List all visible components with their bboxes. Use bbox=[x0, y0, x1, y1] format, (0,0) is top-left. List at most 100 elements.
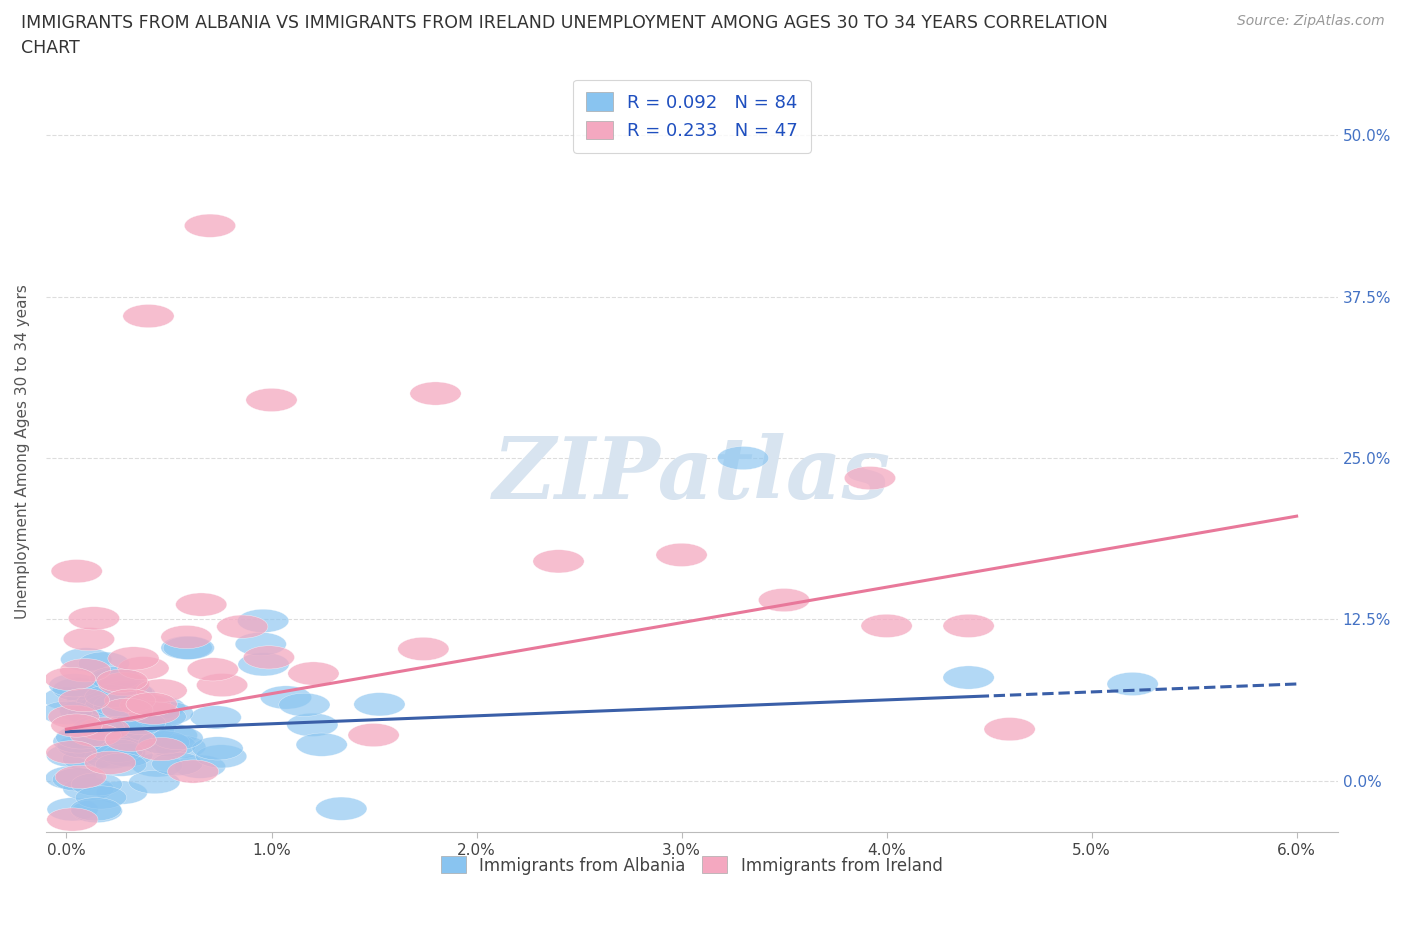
Ellipse shape bbox=[235, 632, 287, 656]
Ellipse shape bbox=[136, 737, 187, 761]
Ellipse shape bbox=[347, 724, 399, 747]
Ellipse shape bbox=[46, 798, 98, 821]
Ellipse shape bbox=[984, 718, 1035, 741]
Ellipse shape bbox=[127, 693, 177, 716]
Ellipse shape bbox=[152, 726, 202, 750]
Ellipse shape bbox=[60, 648, 112, 671]
Ellipse shape bbox=[59, 699, 111, 723]
Ellipse shape bbox=[238, 653, 290, 676]
Ellipse shape bbox=[354, 693, 405, 716]
Ellipse shape bbox=[120, 694, 172, 717]
Y-axis label: Unemployment Among Ages 30 to 34 years: Unemployment Among Ages 30 to 34 years bbox=[15, 285, 30, 619]
Ellipse shape bbox=[53, 730, 104, 753]
Ellipse shape bbox=[152, 752, 202, 776]
Ellipse shape bbox=[190, 706, 242, 729]
Ellipse shape bbox=[97, 669, 148, 692]
Ellipse shape bbox=[163, 636, 214, 659]
Ellipse shape bbox=[297, 733, 347, 756]
Ellipse shape bbox=[101, 731, 153, 754]
Ellipse shape bbox=[84, 751, 136, 775]
Ellipse shape bbox=[98, 672, 149, 696]
Ellipse shape bbox=[128, 701, 180, 724]
Ellipse shape bbox=[84, 694, 136, 717]
Ellipse shape bbox=[44, 687, 94, 711]
Ellipse shape bbox=[155, 736, 205, 759]
Ellipse shape bbox=[59, 658, 111, 682]
Ellipse shape bbox=[48, 705, 100, 728]
Ellipse shape bbox=[80, 725, 131, 749]
Ellipse shape bbox=[118, 657, 169, 680]
Ellipse shape bbox=[84, 684, 136, 708]
Ellipse shape bbox=[79, 717, 129, 740]
Ellipse shape bbox=[101, 681, 153, 704]
Ellipse shape bbox=[101, 743, 153, 766]
Ellipse shape bbox=[191, 737, 243, 760]
Ellipse shape bbox=[145, 734, 197, 757]
Ellipse shape bbox=[79, 652, 129, 675]
Ellipse shape bbox=[657, 543, 707, 566]
Ellipse shape bbox=[93, 699, 143, 723]
Ellipse shape bbox=[91, 715, 142, 738]
Ellipse shape bbox=[63, 777, 114, 801]
Ellipse shape bbox=[76, 786, 127, 809]
Ellipse shape bbox=[96, 781, 148, 804]
Ellipse shape bbox=[69, 730, 120, 753]
Ellipse shape bbox=[124, 718, 174, 741]
Ellipse shape bbox=[217, 615, 269, 638]
Ellipse shape bbox=[79, 708, 129, 731]
Ellipse shape bbox=[96, 753, 146, 777]
Ellipse shape bbox=[51, 714, 103, 737]
Text: ZIPatlas: ZIPatlas bbox=[492, 432, 891, 516]
Ellipse shape bbox=[860, 615, 912, 637]
Ellipse shape bbox=[943, 666, 994, 689]
Ellipse shape bbox=[195, 745, 247, 768]
Ellipse shape bbox=[59, 688, 110, 711]
Ellipse shape bbox=[90, 685, 142, 709]
Ellipse shape bbox=[67, 703, 118, 726]
Ellipse shape bbox=[93, 694, 145, 717]
Ellipse shape bbox=[238, 609, 288, 632]
Ellipse shape bbox=[135, 705, 187, 728]
Ellipse shape bbox=[845, 467, 896, 490]
Ellipse shape bbox=[197, 673, 247, 697]
Ellipse shape bbox=[76, 691, 128, 714]
Ellipse shape bbox=[288, 662, 339, 685]
Ellipse shape bbox=[51, 560, 103, 583]
Ellipse shape bbox=[63, 628, 115, 651]
Ellipse shape bbox=[287, 713, 337, 737]
Ellipse shape bbox=[717, 446, 769, 470]
Ellipse shape bbox=[56, 725, 107, 749]
Ellipse shape bbox=[52, 678, 104, 701]
Ellipse shape bbox=[411, 382, 461, 405]
Ellipse shape bbox=[41, 701, 93, 724]
Ellipse shape bbox=[139, 731, 190, 754]
Ellipse shape bbox=[184, 214, 236, 237]
Text: CHART: CHART bbox=[21, 39, 80, 57]
Ellipse shape bbox=[278, 693, 330, 716]
Ellipse shape bbox=[243, 645, 294, 669]
Ellipse shape bbox=[45, 668, 96, 691]
Ellipse shape bbox=[111, 728, 162, 751]
Ellipse shape bbox=[72, 737, 122, 761]
Ellipse shape bbox=[90, 669, 142, 692]
Ellipse shape bbox=[86, 687, 138, 711]
Ellipse shape bbox=[98, 724, 149, 748]
Ellipse shape bbox=[79, 695, 131, 718]
Ellipse shape bbox=[66, 687, 118, 711]
Ellipse shape bbox=[758, 589, 810, 612]
Ellipse shape bbox=[187, 658, 239, 681]
Ellipse shape bbox=[73, 716, 124, 739]
Ellipse shape bbox=[46, 744, 97, 767]
Ellipse shape bbox=[129, 770, 180, 793]
Ellipse shape bbox=[69, 606, 120, 630]
Ellipse shape bbox=[260, 685, 312, 709]
Ellipse shape bbox=[316, 797, 367, 820]
Ellipse shape bbox=[122, 304, 174, 327]
Legend: Immigrants from Albania, Immigrants from Ireland: Immigrants from Albania, Immigrants from… bbox=[434, 850, 949, 882]
Ellipse shape bbox=[114, 711, 166, 735]
Ellipse shape bbox=[174, 755, 225, 778]
Ellipse shape bbox=[70, 798, 121, 821]
Ellipse shape bbox=[136, 679, 187, 702]
Text: Source: ZipAtlas.com: Source: ZipAtlas.com bbox=[1237, 14, 1385, 28]
Ellipse shape bbox=[142, 701, 194, 724]
